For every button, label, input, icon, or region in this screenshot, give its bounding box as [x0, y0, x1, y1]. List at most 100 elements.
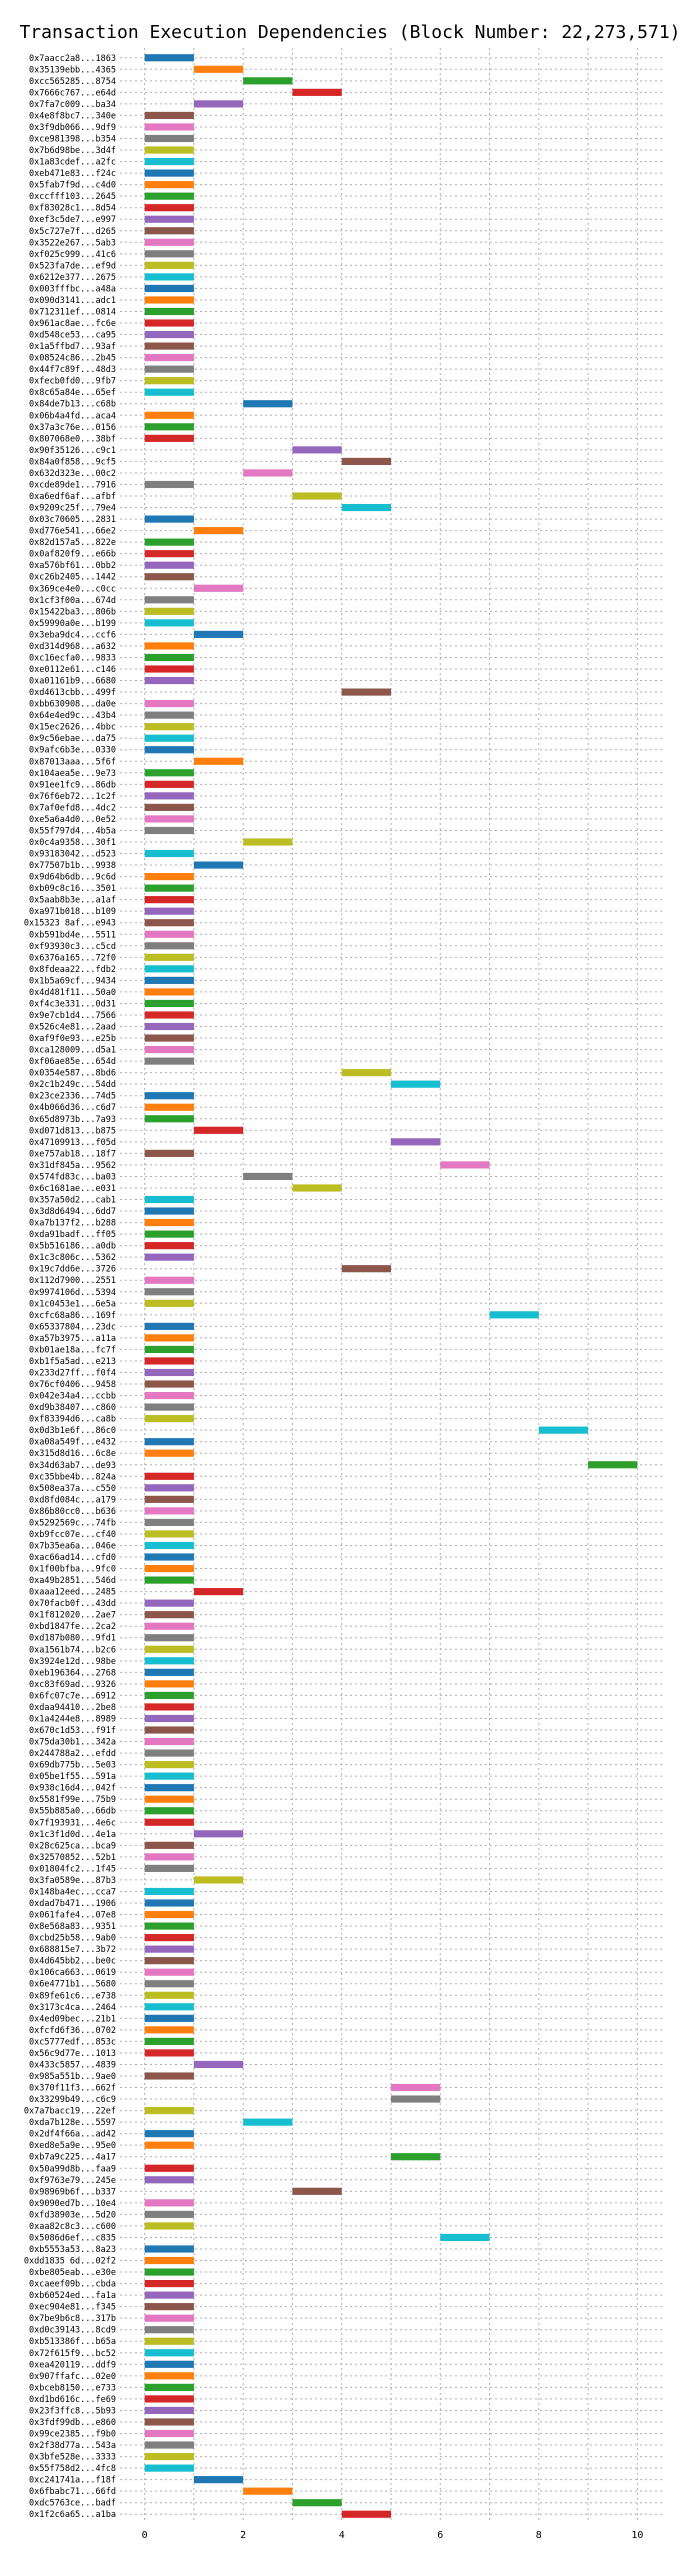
transaction-label: 0x47109913...f05d: [29, 1138, 116, 1148]
transaction-bar: [243, 1172, 293, 1181]
transaction-label: 0x985a551b...9ae0: [29, 2072, 116, 2082]
transaction-label: 0x9974106d...5394: [29, 1288, 116, 1298]
transaction-bar: [144, 1115, 194, 1123]
transaction-label: 0x9c56ebae...da75: [29, 734, 116, 744]
transaction-bar: [144, 2003, 194, 2011]
transaction-bar: [144, 1368, 194, 1377]
transaction-label: 0x5c727e7f...d265: [29, 227, 116, 237]
transaction-label: 0x042e34a4...ccbb: [29, 1392, 116, 1402]
transaction-label: 0xd548ce53...ca95: [29, 331, 116, 341]
transaction-bar: [341, 503, 391, 512]
transaction-label: 0xdad7b471...1906: [29, 1899, 116, 1909]
transaction-label: 0x7a7bacc19...22ef: [24, 2107, 116, 2117]
transaction-bar: [144, 342, 194, 350]
transaction-bar: [144, 907, 194, 915]
transaction-label: 0xd0c39143...8cd9: [29, 2326, 116, 2336]
transaction-label: 0x1c3f1d0d...4e1a: [29, 1830, 116, 1840]
transaction-label: 0x3eba9dc4...ccf6: [29, 630, 116, 640]
transaction-bar: [144, 192, 194, 200]
transaction-bar: [144, 261, 194, 269]
transaction-bar: [144, 1864, 194, 1872]
transaction-bar: [144, 250, 194, 258]
transaction-label: 0x90f35126...c9c1: [29, 446, 116, 456]
transaction-label: 0xa971b018...b109: [29, 907, 116, 917]
transaction-bar: [144, 2395, 194, 2403]
transaction-bar: [144, 1807, 194, 1815]
transaction-bar: [144, 1092, 194, 1100]
transaction-label: 0xfcfd6f36...0702: [29, 2026, 116, 2036]
transaction-bar: [193, 584, 244, 592]
transaction-bar: [144, 930, 194, 938]
transaction-bar: [144, 480, 194, 489]
transaction-label: 0xa49b2851...546d: [29, 1576, 116, 1586]
transaction-bar: [538, 1426, 589, 1434]
transaction-bar: [144, 157, 194, 166]
transaction-bar: [144, 1714, 194, 1723]
transaction-label: 0x523fa7de...ef9d: [29, 261, 116, 271]
transaction-label: 0x28c625ca...bca9: [29, 1841, 116, 1851]
transaction-bar: [144, 976, 194, 984]
transaction-label: 0x08524c86...2b45: [29, 354, 116, 364]
transaction-bar: [144, 1691, 194, 1699]
transaction-bar: [144, 1599, 194, 1607]
transaction-bar: [144, 723, 194, 731]
transaction-label: 0x9209c25f...79e4: [29, 504, 116, 514]
x-tick-label: 10: [631, 2530, 643, 2541]
transaction-bar: [144, 711, 194, 719]
transaction-bar: [292, 88, 342, 96]
transaction-bar: [144, 2026, 194, 2034]
transaction-label: 0xcaeef09b...cbda: [29, 2280, 116, 2290]
transaction-bar: [144, 2452, 194, 2461]
transaction-label: 0xf93930c3...c5cd: [29, 942, 116, 952]
transaction-label: 0x3fdf99db...e860: [29, 2418, 116, 2428]
transaction-bar: [144, 803, 194, 811]
transaction-bar: [144, 1057, 194, 1065]
transaction-bar: [144, 1784, 194, 1792]
transaction-bar: [144, 1611, 194, 1619]
transaction-label: 0xb513386f...b65a: [29, 2337, 116, 2347]
transaction-bar: [144, 2291, 194, 2299]
transaction-bar: [144, 2164, 194, 2172]
transaction-label: 0x59990a0e...b199: [29, 619, 116, 629]
transaction-bar: [144, 1887, 194, 1896]
transaction-label: 0xa576bf61...0bb2: [29, 561, 116, 571]
transaction-label: 0x0354e587...8bd6: [29, 1069, 116, 1079]
transaction-label: 0xca128009...d5a1: [29, 1046, 116, 1056]
transaction-label: 0x961ac8ae...fc6e: [29, 319, 116, 329]
transaction-bar: [341, 1069, 391, 1077]
transaction-bar: [193, 2476, 244, 2484]
transaction-bar: [144, 1484, 194, 1492]
transaction-bar: [144, 377, 194, 385]
transaction-label: 0xe757ab18...18f7: [29, 1149, 116, 1159]
transaction-bar: [144, 2222, 194, 2230]
transaction-label: 0xcfc68a86...169f: [29, 1311, 116, 1321]
transaction-label: 0x0d3b1e6f...86c0: [29, 1426, 116, 1436]
transaction-bar: [144, 2130, 194, 2138]
transaction-bar: [144, 1968, 194, 1976]
transaction-bar: [292, 1184, 342, 1192]
transaction-bar: [144, 1899, 194, 1907]
transaction-label: 0x64e4ed9c...43b4: [29, 711, 116, 721]
transaction-bar: [144, 1541, 194, 1550]
transaction-bar: [243, 77, 293, 85]
transaction-bar: [144, 1299, 194, 1307]
transaction-bar: [144, 873, 194, 881]
transaction-bar: [193, 1830, 244, 1838]
transaction-bar: [144, 1795, 194, 1803]
transaction-label: 0x4d481f11...50a0: [29, 988, 116, 998]
transaction-label: 0x87013aaa...5f6f: [29, 757, 116, 767]
transaction-bar: [144, 619, 194, 627]
transaction-label: 0x106ca663...0619: [29, 1968, 116, 1978]
transaction-label: 0x7f193931...4e6c: [29, 1818, 116, 1828]
transaction-bar: [144, 1403, 194, 1411]
transaction-bar: [144, 1910, 194, 1919]
transaction-bar: [144, 2014, 194, 2022]
transaction-label: 0x003fffbc...a48a: [29, 284, 116, 294]
transaction-bar: [243, 2487, 293, 2495]
transaction-label: 0x233d27ff...f0f4: [29, 1368, 116, 1378]
transaction-bar: [144, 607, 194, 615]
transaction-bar: [243, 400, 293, 408]
transaction-label: 0x526c4e81...2aad: [29, 1023, 116, 1033]
transaction-bar: [144, 1991, 194, 1999]
transaction-label: 0x99ce2385...f9b0: [29, 2430, 116, 2440]
